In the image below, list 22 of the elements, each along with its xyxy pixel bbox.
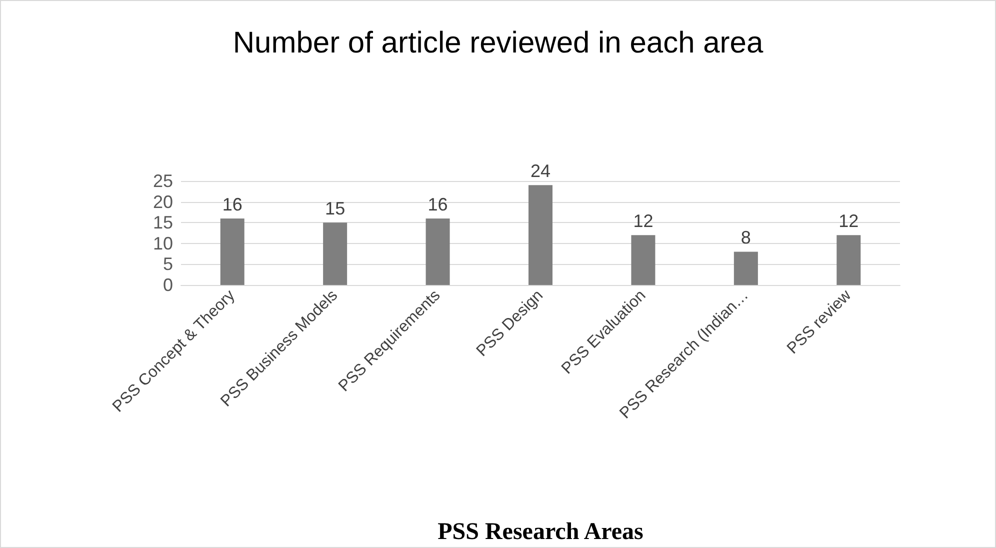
bar [631, 235, 656, 285]
data-label: 12 [633, 211, 654, 232]
data-label: 16 [428, 194, 448, 214]
data-label: 12 [838, 211, 859, 232]
data-label: 24 [530, 161, 551, 182]
bar [528, 185, 552, 285]
data-label: 15 [325, 198, 346, 219]
data-label: 16 [222, 194, 242, 214]
bar [220, 218, 244, 285]
bar [426, 218, 450, 285]
bar [323, 222, 348, 285]
x-axis-title: PSS Research Areas [438, 519, 644, 545]
data-label: 8 [740, 228, 751, 248]
chart-title: Number of article reviewed in each area [232, 26, 764, 60]
y-tick-label: 5 [162, 254, 173, 274]
y-tick-label: 0 [162, 275, 173, 295]
y-tick-label: 20 [152, 192, 173, 212]
y-tick-label: 25 [152, 171, 173, 191]
bar [836, 235, 861, 285]
bar [734, 252, 758, 285]
y-tick-label: 10 [152, 233, 173, 254]
y-tick-label: 15 [152, 212, 173, 233]
